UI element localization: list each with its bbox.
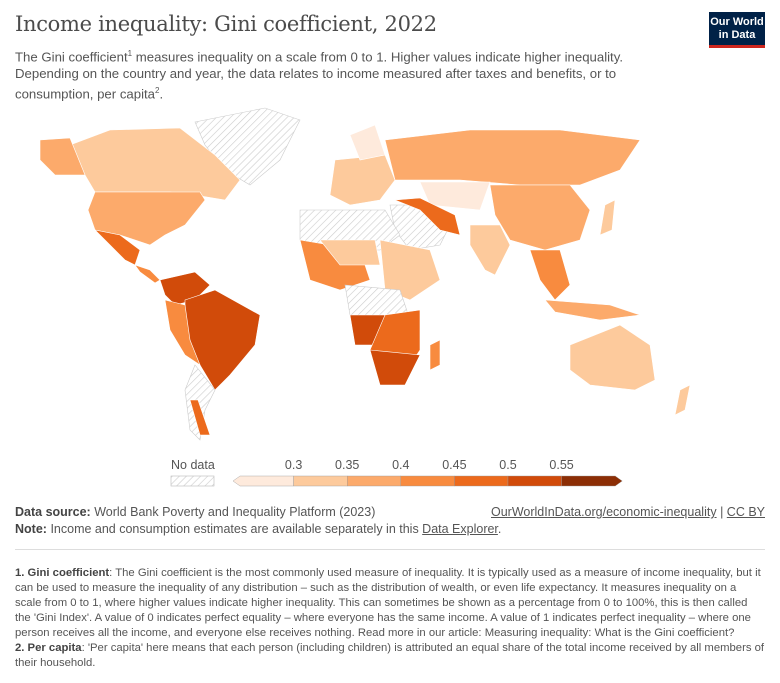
- south-africa: [369, 349, 421, 386]
- legend-bin-6: [561, 475, 623, 487]
- peru-bolivia: [164, 299, 201, 366]
- southern-cone-colored: [189, 399, 211, 436]
- footnote-per-capita: 2. Per capita: 'Per capita' here means t…: [15, 642, 765, 669]
- legend-tick-label: 0.35: [335, 458, 359, 472]
- legend-bin-1: [293, 475, 348, 487]
- divider: [15, 549, 765, 550]
- scandinavia: [349, 124, 386, 161]
- legend-no-data-label: No data: [171, 458, 215, 472]
- legend-bin-2: [347, 475, 402, 487]
- turkey-iran: [394, 197, 461, 236]
- east-africa: [379, 239, 441, 301]
- footnote-gini: 1. Gini coefficient: The Gini coefficien…: [15, 567, 761, 639]
- chart-title: Income inequality: Gini coefficient, 202…: [15, 12, 437, 36]
- legend-tick-label: 0.55: [549, 458, 573, 472]
- southeast-asia: [529, 249, 571, 301]
- legend-bin-0: [232, 475, 294, 487]
- alaska: [39, 137, 86, 176]
- legend-tick-label: 0.3: [285, 458, 302, 472]
- legend-tick-label: 0.45: [442, 458, 466, 472]
- license-link[interactable]: CC BY: [726, 505, 765, 519]
- owid-logo[interactable]: Our World in Data: [709, 12, 765, 48]
- russia: [384, 129, 641, 186]
- australia: [569, 324, 656, 391]
- legend-bin-4: [454, 475, 509, 487]
- legend-tick-label: 0.5: [499, 458, 516, 472]
- kazakhstan-central-asia: [419, 181, 491, 211]
- legend-bin-3: [400, 475, 455, 487]
- china: [489, 184, 591, 251]
- footer-note: Note: Income and consumption estimates a…: [15, 522, 502, 536]
- india: [469, 224, 511, 276]
- footer-links: OurWorldInData.org/economic-inequality |…: [491, 505, 765, 519]
- new-zealand: [674, 384, 691, 416]
- canada: [69, 127, 241, 201]
- japan: [599, 199, 616, 236]
- sahel: [319, 239, 381, 266]
- legend-bin-5: [507, 475, 562, 487]
- source-link[interactable]: OurWorldInData.org/economic-inequality: [491, 505, 717, 519]
- chart-subtitle: The Gini coefficient1 measures inequalit…: [15, 49, 624, 102]
- usa: [87, 191, 206, 246]
- map-legend: No data 0.3 0.35 0.4 0.45 0.5 0.55: [170, 458, 623, 487]
- argentina-chile: [184, 364, 216, 441]
- madagascar: [429, 339, 441, 371]
- greenland: [194, 107, 301, 186]
- central-america: [134, 264, 161, 284]
- data-explorer-link[interactable]: Data Explorer: [422, 522, 498, 536]
- legend-tick-label: 0.4: [392, 458, 409, 472]
- data-source: Data source: World Bank Poverty and Ineq…: [15, 505, 376, 519]
- indonesia: [544, 299, 641, 321]
- europe: [329, 154, 396, 206]
- world-map[interactable]: [0, 100, 780, 450]
- legend-no-data-swatch: [170, 475, 215, 487]
